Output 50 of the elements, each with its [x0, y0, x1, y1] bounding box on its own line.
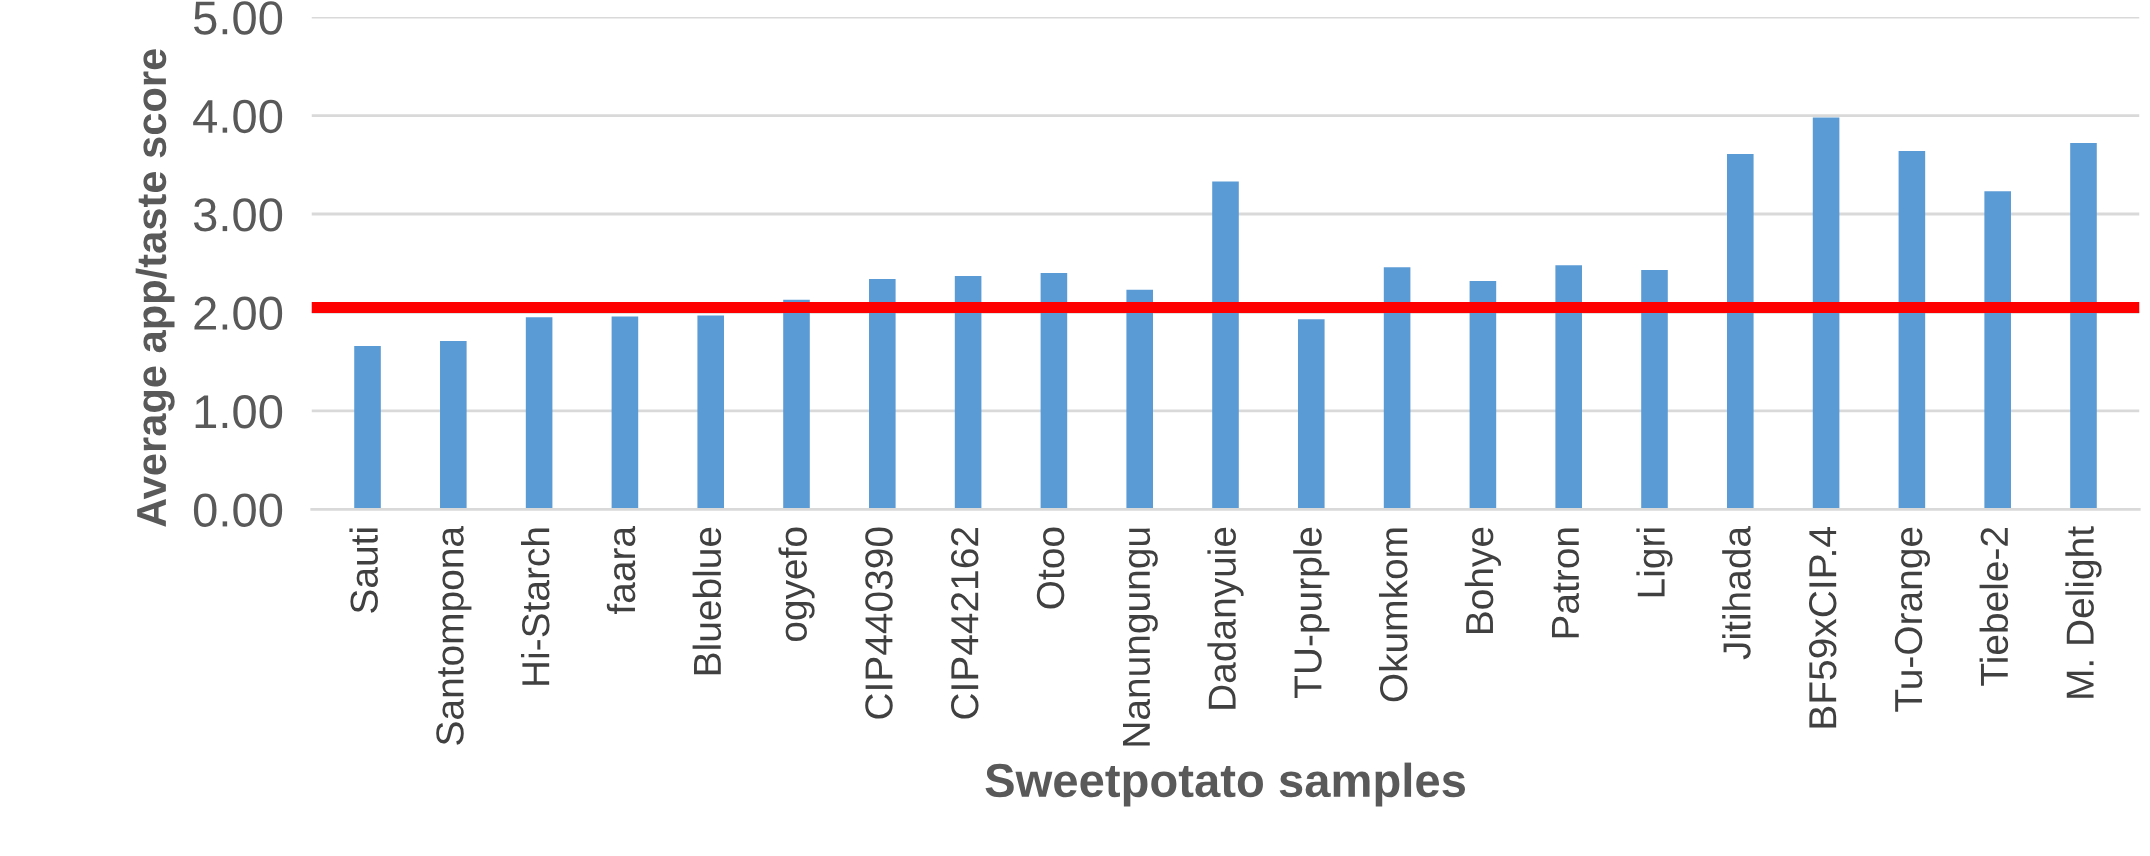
x-tick-label: CIP442162	[951, 527, 979, 719]
bar	[954, 276, 982, 510]
bar	[869, 278, 896, 510]
x-tick-label: Dadanyuie	[1207, 527, 1244, 709]
y-tick-label: 4.00	[193, 99, 283, 134]
bar	[1726, 153, 1754, 510]
x-tick-label: Patron	[1551, 528, 1580, 638]
x-tick-label: Sauti	[349, 528, 378, 613]
bar	[1040, 273, 1068, 510]
x-tick-label: Santompona	[436, 525, 472, 745]
bar	[1555, 265, 1582, 510]
bar	[1298, 319, 1325, 510]
x-tick-label: ogyefo	[778, 527, 815, 642]
bar	[1126, 289, 1153, 510]
bar	[440, 340, 467, 510]
x-tick-label: Hi-Starch	[520, 528, 550, 685]
bar	[1812, 117, 1840, 510]
y-tick-label: 1.00	[195, 395, 283, 429]
x-tick-label: M. Delight	[2065, 526, 2102, 698]
x-tick-label: CIP440390	[865, 527, 893, 719]
x-axis-title: Sweetpotato samples	[985, 762, 1466, 807]
y-tick-label: 5.00	[193, 1, 283, 35]
y-tick-label: 3.00	[193, 198, 283, 232]
x-tick-label: Bohye	[1464, 527, 1502, 634]
x-tick-label: TU-purple	[1293, 527, 1330, 698]
x-tick-label: Jitihada	[1722, 525, 1751, 660]
y-tick-label: 0.00	[193, 493, 283, 527]
bar	[1212, 181, 1239, 510]
bar	[611, 316, 639, 510]
bar	[1383, 267, 1411, 510]
bar	[2070, 143, 2097, 510]
x-tick-label: BF59xCIP.4	[1808, 527, 1837, 728]
x-tick-label: Blueblue	[692, 527, 722, 675]
bar	[697, 315, 725, 510]
bar	[1641, 270, 1668, 510]
bar	[1984, 191, 2011, 510]
x-tick-label: Ligri	[1636, 528, 1673, 597]
bar	[354, 345, 381, 510]
y-axis-title: Average app/taste score	[135, 49, 175, 527]
x-tick-label: faara	[606, 525, 636, 615]
x-tick-label: Tiebele-2	[1979, 527, 2009, 686]
bar	[1469, 280, 1497, 510]
bar	[525, 317, 553, 510]
bar	[1898, 151, 1926, 510]
x-tick-label: Nanungungu	[1123, 528, 1158, 746]
y-tick-label: 2.00	[194, 296, 283, 331]
x-tick-label: Tu-Orange	[1894, 527, 1931, 712]
x-tick-label: Okumkom	[1378, 528, 1408, 702]
x-tick-label: Otoo	[1036, 527, 1065, 609]
bar	[783, 299, 810, 510]
